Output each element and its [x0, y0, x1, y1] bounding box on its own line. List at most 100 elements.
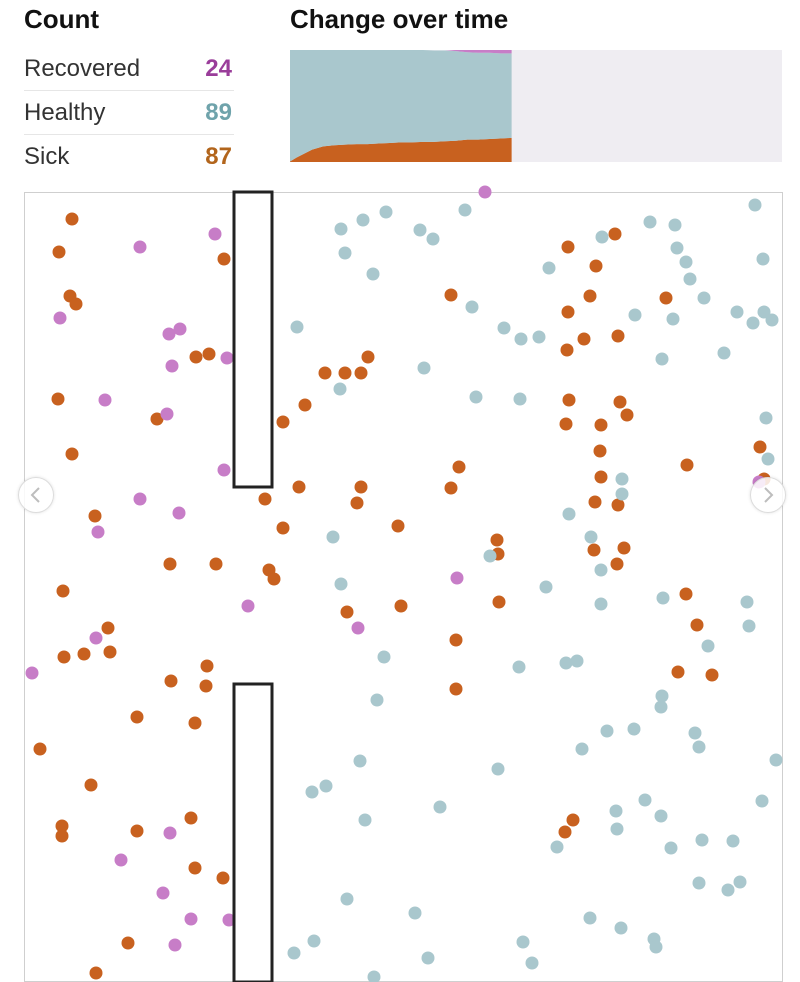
count-title: Count: [24, 4, 100, 34]
dot-healthy: [679, 255, 693, 269]
dot-sick: [449, 633, 463, 647]
dot-healthy: [584, 530, 598, 544]
dot-sick: [199, 679, 213, 693]
count-value-recovered: 24: [205, 55, 232, 82]
dot-healthy: [417, 361, 431, 375]
dot-recovered: [222, 913, 236, 927]
dot-sick: [200, 659, 214, 673]
dot-healthy: [570, 654, 584, 668]
dot-recovered: [351, 621, 365, 635]
dot-healthy: [695, 833, 709, 847]
dot-sick: [558, 825, 572, 839]
dot-healthy: [765, 313, 779, 327]
dot-recovered: [172, 506, 186, 520]
dot-healthy: [730, 305, 744, 319]
dot-healthy: [338, 246, 352, 260]
dot-healthy: [627, 722, 641, 736]
dot-recovered: [160, 407, 174, 421]
dot-healthy: [514, 332, 528, 346]
dot-sick: [680, 458, 694, 472]
dot-sick: [350, 496, 364, 510]
dot-recovered: [133, 492, 147, 506]
wall-top: [232, 190, 274, 489]
dot-sick: [103, 645, 117, 659]
dot-sick: [340, 605, 354, 619]
dot-healthy: [465, 300, 479, 314]
next-button[interactable]: [750, 477, 786, 513]
dot-healthy: [370, 693, 384, 707]
count-value-healthy: 89: [205, 99, 232, 126]
area-healthy: [290, 50, 512, 162]
dot-sick: [267, 572, 281, 586]
dot-healthy: [366, 267, 380, 281]
count-list: Recovered 24 Healthy 89 Sick 87: [24, 47, 234, 178]
dot-sick: [209, 557, 223, 571]
dot-healthy: [358, 813, 372, 827]
dot-healthy: [458, 203, 472, 217]
dot-healthy: [748, 198, 762, 212]
dot-sick: [52, 245, 66, 259]
dot-sick: [188, 716, 202, 730]
dot-healthy: [491, 762, 505, 776]
dot-sick: [130, 710, 144, 724]
dot-healthy: [692, 740, 706, 754]
dot-sick: [121, 936, 135, 950]
dot-recovered: [241, 599, 255, 613]
dot-sick: [620, 408, 634, 422]
wall-bottom: [232, 682, 274, 982]
dot-sick: [189, 350, 203, 364]
dot-sick: [276, 415, 290, 429]
dot-healthy: [683, 272, 697, 286]
dot-sick: [57, 650, 71, 664]
dot-sick: [69, 297, 83, 311]
dot-healthy: [426, 232, 440, 246]
dot-sick: [444, 288, 458, 302]
dot-sick: [617, 541, 631, 555]
dot-recovered: [220, 351, 234, 365]
change-over-time-chart: [290, 50, 782, 162]
area-sick: [290, 137, 512, 162]
dot-sick: [164, 674, 178, 688]
dot-healthy: [516, 935, 530, 949]
dot-sick: [560, 343, 574, 357]
dot-sick: [184, 811, 198, 825]
dot-sick: [77, 647, 91, 661]
dot-healthy: [668, 218, 682, 232]
dot-sick: [589, 259, 603, 273]
dot-healthy: [542, 261, 556, 275]
dot-recovered: [165, 359, 179, 373]
dot-recovered: [162, 327, 176, 341]
dot-sick: [55, 819, 69, 833]
dot-sick: [33, 742, 47, 756]
dot-sick: [65, 212, 79, 226]
dot-healthy: [643, 215, 657, 229]
dot-healthy: [655, 689, 669, 703]
dot-sick: [130, 824, 144, 838]
dot-healthy: [532, 330, 546, 344]
dot-sick: [51, 392, 65, 406]
dot-sick: [611, 498, 625, 512]
previous-button[interactable]: [18, 477, 54, 513]
dot-healthy: [759, 411, 773, 425]
dot-healthy: [334, 577, 348, 591]
dot-healthy: [287, 946, 301, 960]
dot-sick: [354, 366, 368, 380]
dot-healthy: [614, 921, 628, 935]
dot-healthy: [654, 700, 668, 714]
dot-healthy: [594, 563, 608, 577]
dot-sick: [361, 350, 375, 364]
dot-sick: [562, 393, 576, 407]
simulation-border: [24, 192, 783, 982]
dot-healthy: [742, 619, 756, 633]
dot-sick: [292, 480, 306, 494]
dot-healthy: [334, 222, 348, 236]
dot-healthy: [755, 794, 769, 808]
dot-healthy: [628, 308, 642, 322]
dot-healthy: [756, 252, 770, 266]
dot-sick: [216, 871, 230, 885]
dot-recovered: [163, 826, 177, 840]
dot-sick: [566, 813, 580, 827]
dot-healthy: [740, 595, 754, 609]
dot-healthy: [733, 875, 747, 889]
